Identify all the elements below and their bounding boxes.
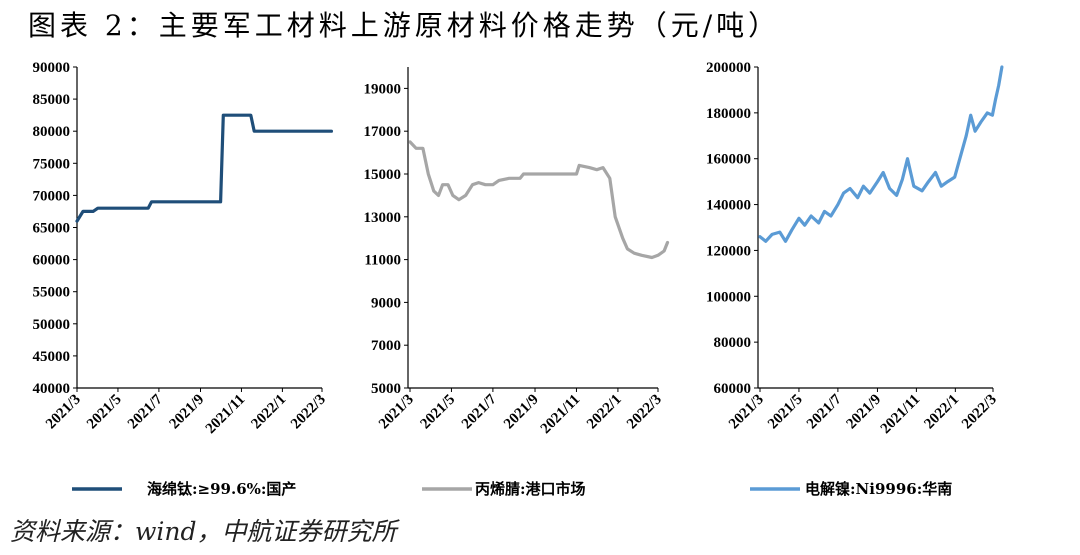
x-tick-label: 2022/1 [921, 392, 962, 433]
x-tick-label: 2021/11 [538, 392, 583, 437]
y-tick-label: 160000 [706, 152, 751, 168]
series-line [75, 113, 333, 223]
y-tick-label: 140000 [706, 198, 751, 214]
x-tick-label: 2021/7 [125, 391, 166, 432]
x-tick-label: 2021/5 [765, 392, 806, 433]
y-tick-label: 13000 [364, 210, 402, 226]
y-tick-label: 80000 [33, 124, 71, 140]
y-tick-label: 180000 [706, 106, 751, 122]
legend-label: 丙烯腈:港口市场 [475, 480, 586, 498]
series-line [408, 140, 670, 260]
y-tick-label: 90000 [33, 60, 71, 76]
x-tick-label: 2021/11 [878, 392, 923, 437]
y-tick-label: 5000 [371, 381, 401, 397]
x-tick-label: 2022/3 [288, 392, 329, 433]
x-tick-label: 2021/5 [417, 392, 458, 433]
y-tick-label: 200000 [706, 60, 751, 76]
x-tick-label: 2021/5 [84, 392, 125, 433]
legend-label: 电解镍:Ni9996:华南 [805, 480, 952, 498]
legend-label: 海绵钛:≥99.6%:国产 [147, 480, 296, 498]
y-tick-label: 9000 [371, 295, 401, 311]
x-tick-label: 2021/7 [459, 391, 500, 432]
x-tick-label: 2021/11 [203, 392, 248, 437]
x-tick-label: 2022/3 [624, 392, 665, 433]
y-tick-label: 80000 [714, 335, 752, 351]
y-tick-label: 85000 [33, 92, 71, 108]
x-tick-label: 2022/1 [584, 392, 625, 433]
x-tick-label: 2021/9 [167, 392, 208, 433]
y-tick-label: 7000 [371, 338, 401, 354]
y-tick-label: 120000 [706, 243, 751, 259]
y-tick-label: 60000 [33, 253, 71, 269]
y-tick-label: 65000 [33, 221, 71, 237]
x-tick-label: 2021/7 [804, 391, 845, 432]
y-tick-label: 45000 [33, 349, 71, 365]
y-tick-label: 11000 [364, 253, 401, 269]
y-tick-label: 75000 [33, 156, 71, 172]
y-tick-label: 50000 [33, 317, 71, 333]
y-tick-label: 19000 [364, 81, 402, 97]
chart-title: 图表 2：主要军工材料上游原材料价格走势（元/吨） [28, 9, 781, 42]
y-tick-label: 100000 [706, 289, 751, 305]
x-tick-label: 2021/3 [43, 392, 84, 433]
y-tick-label: 40000 [33, 381, 71, 397]
y-tick-label: 70000 [33, 188, 71, 204]
y-tick-label: 60000 [714, 381, 752, 397]
source-note: 资料来源：wind，中航证券研究所 [10, 517, 397, 546]
x-tick-label: 2022/1 [248, 392, 289, 433]
x-tick-label: 2021/3 [376, 392, 417, 433]
x-tick-label: 2021/9 [501, 392, 542, 433]
y-tick-label: 15000 [364, 167, 402, 183]
y-tick-label: 55000 [33, 285, 71, 301]
x-tick-label: 2022/3 [959, 392, 1000, 433]
series-line [758, 65, 1004, 243]
x-tick-label: 2021/3 [726, 392, 767, 433]
y-tick-label: 17000 [364, 124, 402, 140]
